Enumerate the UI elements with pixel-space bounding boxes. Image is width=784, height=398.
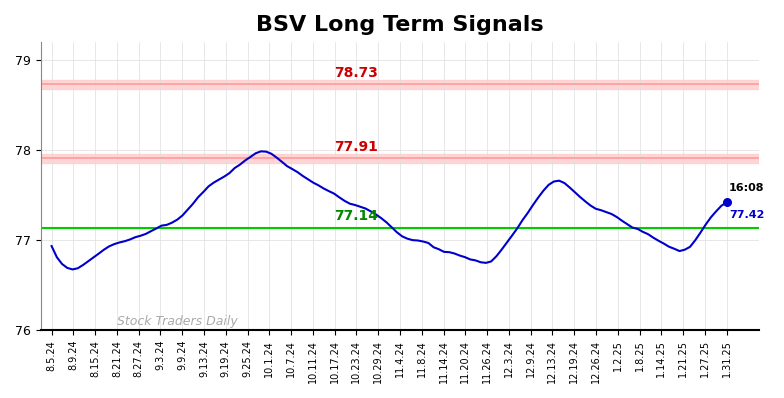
Text: 77.14: 77.14 [335, 209, 379, 223]
Bar [41, 80, 759, 89]
Text: 77.91: 77.91 [335, 140, 379, 154]
Text: Stock Traders Daily: Stock Traders Daily [117, 315, 238, 328]
Title: BSV Long Term Signals: BSV Long Term Signals [256, 15, 544, 35]
Text: 78.73: 78.73 [335, 66, 379, 80]
Text: 16:08: 16:08 [729, 183, 764, 193]
Point [720, 199, 733, 205]
Bar [41, 154, 759, 163]
Text: 77.42: 77.42 [729, 209, 764, 220]
